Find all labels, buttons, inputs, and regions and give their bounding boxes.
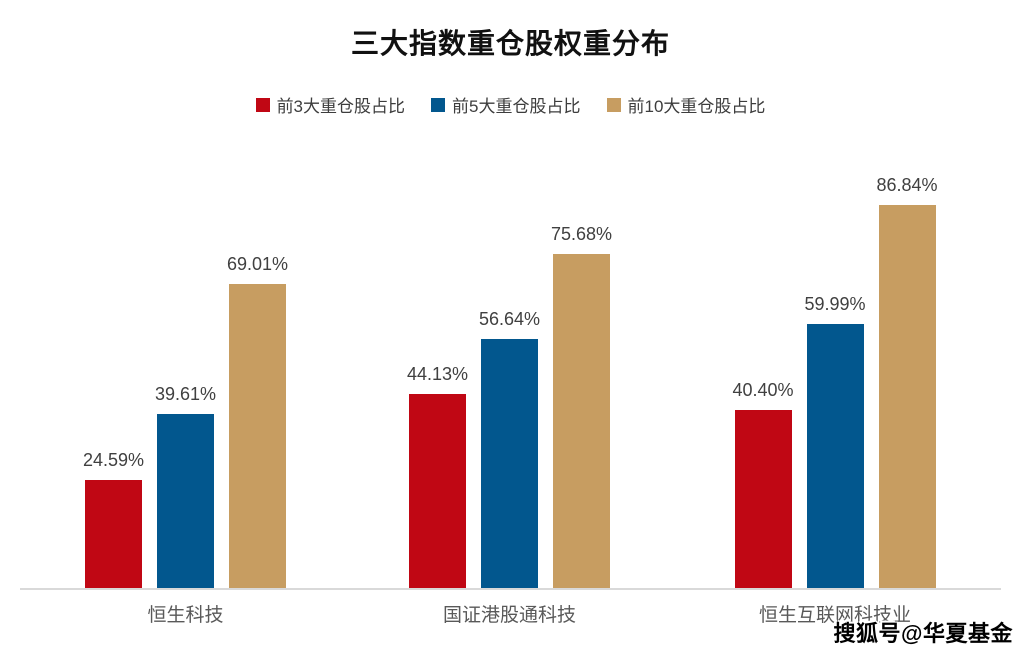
legend-item-top10: 前10大重仓股占比: [606, 92, 766, 117]
bar-series2-cat0: [229, 283, 286, 589]
bar-series1-cat2: [806, 323, 864, 589]
legend-swatch-gold-icon: [606, 97, 621, 112]
chart-title: 三大指数重仓股权重分布: [350, 28, 670, 59]
bar-value-label: 69.01%: [226, 253, 289, 274]
category-label: 恒生科技: [147, 605, 224, 626]
legend-label: 前10大重仓股占比: [627, 97, 766, 116]
legend-item-top5: 前5大重仓股占比: [431, 92, 581, 117]
bar-series2-cat2: [878, 205, 936, 589]
legend-swatch-red-icon: [255, 97, 270, 112]
bar-value-label: 39.61%: [154, 383, 217, 404]
legend: 前3大重仓股占比 前5大重仓股占比 前10大重仓股占比: [0, 92, 1021, 117]
bar-series1-cat1: [481, 338, 538, 589]
bar-value-label: 24.59%: [82, 450, 145, 471]
bar-value-label: 44.13%: [406, 363, 469, 384]
bar-series2-cat1: [553, 254, 610, 589]
bar-series1-cat0: [157, 413, 214, 589]
bar-series0-cat2: [734, 410, 792, 589]
category-label: 国证港股通科技: [442, 605, 577, 626]
bar-value-label: 59.99%: [804, 293, 866, 314]
bar-value-label: 56.64%: [478, 308, 541, 329]
bar-value-label: 40.40%: [732, 380, 794, 401]
watermark: 搜狐号@华夏基金: [833, 621, 1013, 646]
legend-item-top3: 前3大重仓股占比: [255, 92, 406, 117]
bar-series0-cat1: [409, 393, 466, 589]
x-axis-line: [20, 588, 1001, 590]
category-label: 恒生互联网科技业: [758, 605, 912, 626]
legend-label: 前3大重仓股占比: [276, 97, 406, 116]
legend-label: 前5大重仓股占比: [452, 97, 581, 116]
bar-value-label: 75.68%: [550, 224, 613, 245]
bar-series0-cat0: [85, 480, 142, 589]
legend-swatch-blue-icon: [431, 97, 446, 112]
bar-value-label: 86.84%: [876, 175, 938, 196]
